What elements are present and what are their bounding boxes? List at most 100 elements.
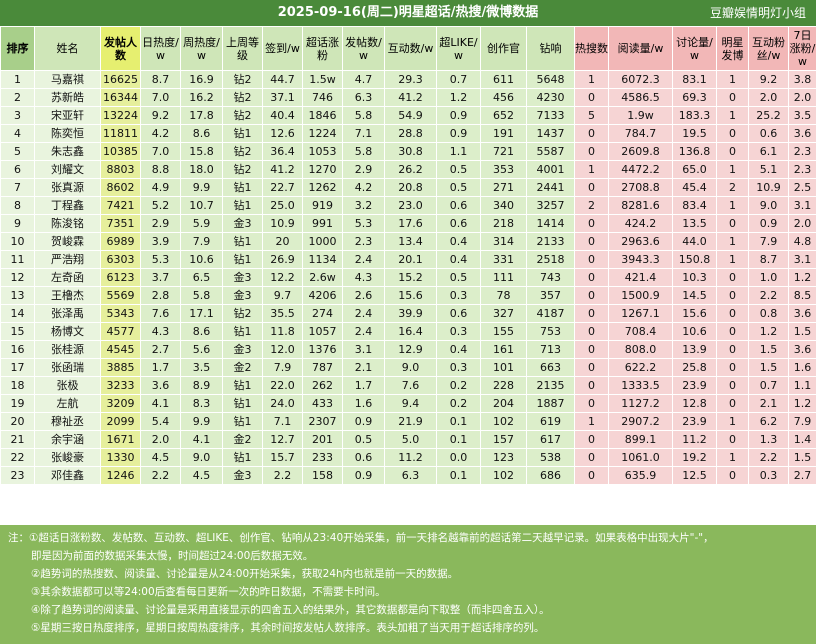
value-cell: 0	[574, 142, 609, 161]
value-cell: 5.3	[342, 214, 385, 233]
value-cell: 0	[716, 322, 749, 341]
name-cell: 张峻豪	[34, 448, 101, 467]
header-discussions[interactable]: 讨论量/w	[672, 26, 717, 71]
value-cell: 1.5	[748, 340, 789, 359]
table-row[interactable]: 6 刘耀文 8803 8.8 18.0 钻2 41.2 1270 2.9 26.2 0.5 353 40…	[0, 160, 816, 179]
table-row[interactable]: 22 张峻豪 1330 4.5 9.0 钻1 15.7 233 0.6 11.2 0.0 123 538…	[0, 448, 816, 467]
value-cell: 1846	[302, 106, 343, 125]
value-cell: 13.9	[672, 340, 717, 359]
value-cell: 6.5	[180, 268, 223, 287]
value-cell: 5.1	[748, 160, 789, 179]
value-cell: 421.4	[608, 268, 673, 287]
value-cell: 6072.3	[608, 70, 673, 89]
table-row[interactable]: 14 张泽禹 5343 7.6 17.1 钻2 35.5 274 2.4 39.9 0.6 327 41…	[0, 304, 816, 323]
header-weekly-heat[interactable]: 周热度/w	[180, 26, 223, 71]
value-cell: 15.6	[672, 304, 717, 323]
header-diamond[interactable]: 钻响	[526, 26, 575, 71]
table-row[interactable]: 17 张函瑞 3885 1.7 3.5 金2 7.9 787 2.1 9.0 0.3 101 663 0 6…	[0, 358, 816, 377]
value-cell: 1224	[302, 124, 343, 143]
value-cell: 331	[480, 250, 527, 269]
value-cell: 钻1	[222, 178, 263, 197]
header-daily-heat[interactable]: 日热度/w	[140, 26, 181, 71]
table-row[interactable]: 4 陈奕恒 11811 4.2 8.6 钻1 12.6 1224 7.1 28.8 0.9 191 14…	[0, 124, 816, 143]
note-line: ④除了趋势词的阅读量、讨论量是采用直接显示的四舍五入的结果外，其它数据都是向下取…	[31, 604, 550, 616]
header-posters[interactable]: 发帖人数	[100, 26, 141, 71]
table-row[interactable]: 19 左航 3209 4.1 8.3 钻1 24.0 433 1.6 9.4 0.2 204 1887 0…	[0, 394, 816, 413]
header-creators[interactable]: 创作官	[480, 26, 527, 71]
value-cell: 12.6	[262, 124, 303, 143]
data-table: 排序 姓名 发帖人数 日热度/w 周热度/w 上周等级 签到/w 超话涨粉 发帖…	[0, 26, 816, 485]
table-row[interactable]: 1 马嘉祺 16625 8.7 16.9 钻2 44.7 1.5w 4.7 29.3 0.7 611 5…	[0, 70, 816, 89]
value-cell: 2.3	[342, 232, 385, 251]
value-cell: 19.2	[672, 448, 717, 467]
value-cell: 7.1	[262, 412, 303, 431]
header-checkin[interactable]: 签到/w	[262, 26, 303, 71]
name-cell: 邓佳鑫	[34, 466, 101, 485]
value-cell: 1	[716, 106, 749, 125]
header-interactive-fans[interactable]: 互动粉丝/w	[748, 26, 789, 71]
value-cell: 17.1	[180, 304, 223, 323]
table-row[interactable]: 8 丁程鑫 7421 5.2 10.7 钻1 25.0 919 3.2 23.0 0.6 340 325…	[0, 196, 816, 215]
value-cell: 1.2	[436, 88, 481, 107]
value-cell: 1333.5	[608, 376, 673, 395]
table-row[interactable]: 12 左奇函 6123 3.7 6.5 金3 12.2 2.6w 4.3 15.2 0.5 111 74…	[0, 268, 816, 287]
table-row[interactable]: 23 邓佳鑫 1246 2.2 4.5 金3 2.2 158 0.9 6.3 0.1 102 686 0 6…	[0, 466, 816, 485]
table-row[interactable]: 16 张桂源 4545 2.7 5.6 金3 12.0 1376 3.1 12.9 0.4 161 71…	[0, 340, 816, 359]
value-cell: 23.0	[384, 196, 437, 215]
table-row[interactable]: 20 穆祉丞 2099 5.4 9.9 钻1 7.1 2307 0.9 21.9 0.1 102 619…	[0, 412, 816, 431]
header-super-like[interactable]: 超LIKE/w	[436, 26, 481, 71]
value-cell: 5648	[526, 70, 575, 89]
value-cell: 2.9	[140, 214, 181, 233]
header-hot-search[interactable]: 热搜数	[574, 26, 609, 71]
table-row[interactable]: 3 宋亚轩 13224 9.2 17.8 钻2 40.4 1846 5.8 54.9 0.9 652 7…	[0, 106, 816, 125]
value-cell: 2099	[100, 412, 141, 431]
value-cell: 1887	[526, 394, 575, 413]
table-row[interactable]: 9 陈浚铭 7351 2.9 5.9 金3 10.9 991 5.3 17.6 0.6 218 1414…	[0, 214, 816, 233]
header-fan-growth[interactable]: 超话涨粉	[302, 26, 343, 71]
table-row[interactable]: 2 苏新皓 16344 7.0 16.2 钻2 37.1 746 6.3 41.2 1.2 456 42…	[0, 88, 816, 107]
rank-cell: 17	[0, 358, 35, 377]
table-row[interactable]: 13 王橹杰 5569 2.8 5.8 金3 9.7 4206 2.6 15.6 0.3 78 357 0…	[0, 286, 816, 305]
header-last-week-level[interactable]: 上周等级	[222, 26, 263, 71]
table-row[interactable]: 15 杨博文 4577 4.3 8.6 钻1 11.8 1057 2.4 16.4 0.3 155 75…	[0, 322, 816, 341]
value-cell: 20	[262, 232, 303, 251]
name-cell: 丁程鑫	[34, 196, 101, 215]
value-cell: 6.1	[748, 142, 789, 161]
header-posts[interactable]: 发帖数/w	[342, 26, 385, 71]
table-row[interactable]: 7 张真源 8602 4.9 9.9 钻1 22.7 1262 4.2 20.8 0.5 271 244…	[0, 178, 816, 197]
value-cell: 2.4	[342, 304, 385, 323]
value-cell: 0	[574, 448, 609, 467]
value-cell: 5343	[100, 304, 141, 323]
value-cell: 15.8	[180, 142, 223, 161]
value-cell: 金2	[222, 358, 263, 377]
rank-cell: 12	[0, 268, 35, 287]
value-cell: 2.1	[342, 358, 385, 377]
header-name[interactable]: 姓名	[34, 26, 101, 71]
header-interactions[interactable]: 互动数/w	[384, 26, 437, 71]
value-cell: 0.6	[436, 304, 481, 323]
table-row[interactable]: 5 朱志鑫 10385 7.0 15.8 钻2 36.4 1053 5.8 30.8 1.1 721 5…	[0, 142, 816, 161]
header-reads[interactable]: 阅读量/w	[608, 26, 673, 71]
value-cell: 3943.3	[608, 250, 673, 269]
value-cell: 9.0	[180, 448, 223, 467]
header-rank[interactable]: 排序	[0, 26, 35, 71]
header-star-posts[interactable]: 明星发博	[716, 26, 749, 71]
value-cell: 0	[574, 178, 609, 197]
value-cell: 2.4	[342, 322, 385, 341]
name-cell: 贺峻霖	[34, 232, 101, 251]
table-row[interactable]: 21 余宇涵 1671 2.0 4.1 金2 12.7 201 0.5 5.0 0.1 157 617 0…	[0, 430, 816, 449]
value-cell: 663	[526, 358, 575, 377]
value-cell: 0.6	[436, 196, 481, 215]
value-cell: 17.8	[180, 106, 223, 125]
rank-cell: 1	[0, 70, 35, 89]
value-cell: 191	[480, 124, 527, 143]
value-cell: 2.0	[788, 214, 816, 233]
value-cell: 2609.8	[608, 142, 673, 161]
header-7day-growth[interactable]: 7日涨粉/w	[788, 26, 816, 71]
rank-cell: 20	[0, 412, 35, 431]
table-row[interactable]: 10 贺峻霖 6989 3.9 7.9 钻1 20 1000 2.3 13.4 0.4 314 2133…	[0, 232, 816, 251]
table-row[interactable]: 18 张极 3233 3.6 8.9 钻1 22.0 262 1.7 7.6 0.2 228 2135 0…	[0, 376, 816, 395]
value-cell: 4545	[100, 340, 141, 359]
table-row[interactable]: 11 严浩翔 6303 5.3 10.6 钻1 26.9 1134 2.4 20.1 0.4 331 2…	[0, 250, 816, 269]
value-cell: 6.3	[384, 466, 437, 485]
